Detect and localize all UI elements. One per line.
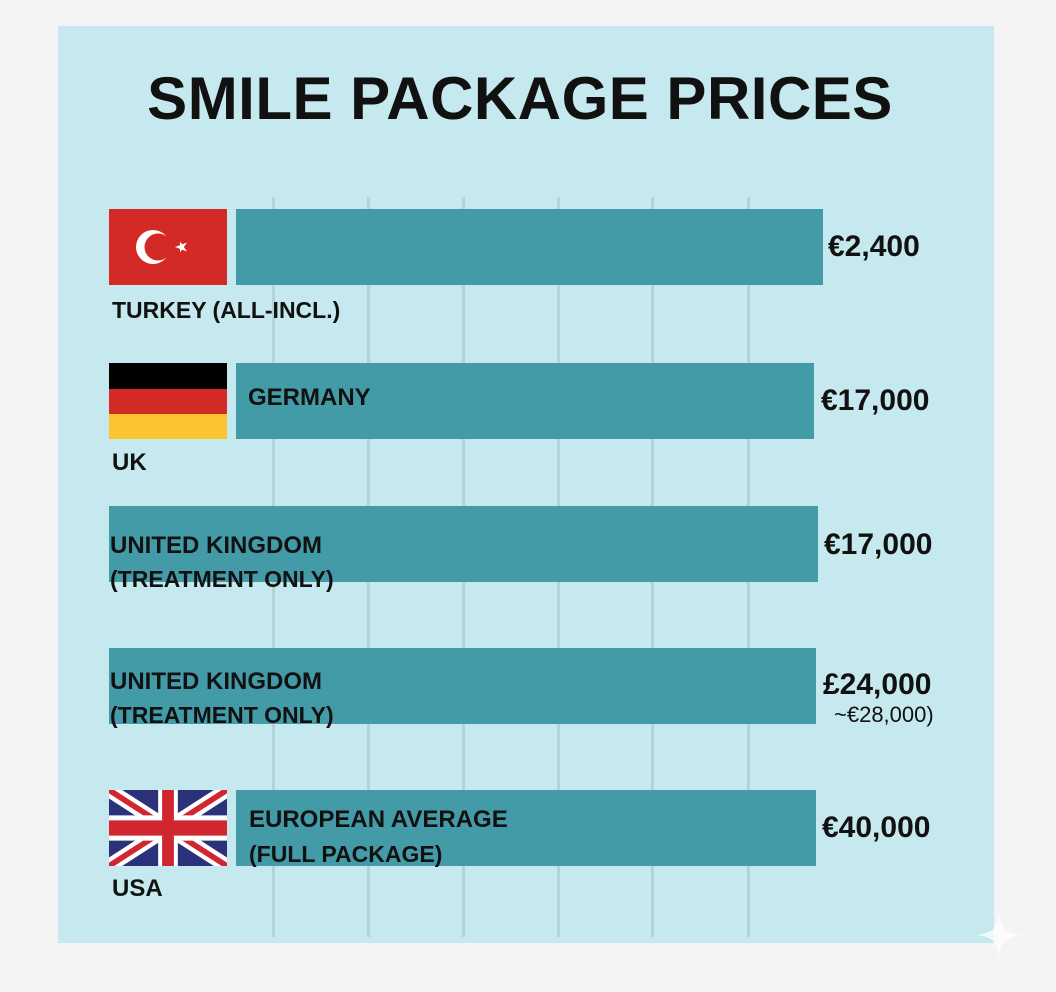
bar-germany	[236, 363, 814, 439]
bar-turkey	[236, 209, 823, 285]
value-label: €40,000	[822, 811, 931, 844]
value-label: £24,000	[823, 668, 932, 701]
row-label: TURKEY (ALL-INCL.)	[112, 297, 341, 323]
bar-label: UNITED KINGDOM	[110, 532, 322, 559]
value-label: €2,400	[828, 230, 920, 263]
bar-united-kingdom-gbp	[109, 648, 816, 724]
bar-label: UNITED KINGDOM	[110, 668, 322, 695]
germany-flag-icon	[109, 363, 227, 439]
bar-sublabel: (FULL PACKAGE)	[249, 841, 443, 867]
bar-european-average	[236, 790, 816, 866]
row-label: UK	[112, 449, 147, 476]
row-label: USA	[112, 875, 163, 902]
chart-title: SMILE PACKAGE PRICES	[147, 65, 893, 132]
turkey-flag-icon	[109, 209, 227, 285]
sparkle-icon	[976, 912, 1022, 958]
bar-sublabel: (TREATMENT ONLY)	[110, 566, 334, 592]
uk-flag-icon	[109, 790, 227, 866]
value-label: €17,000	[824, 528, 933, 561]
bar-label: EUROPEAN AVERAGE	[249, 806, 508, 833]
bar-label: GERMANY	[248, 384, 371, 411]
value-sublabel: ~€28,000)	[834, 702, 934, 727]
bar-united-kingdom	[109, 506, 818, 582]
bar-sublabel: (TREATMENT ONLY)	[110, 702, 334, 728]
value-label: €17,000	[821, 384, 930, 417]
